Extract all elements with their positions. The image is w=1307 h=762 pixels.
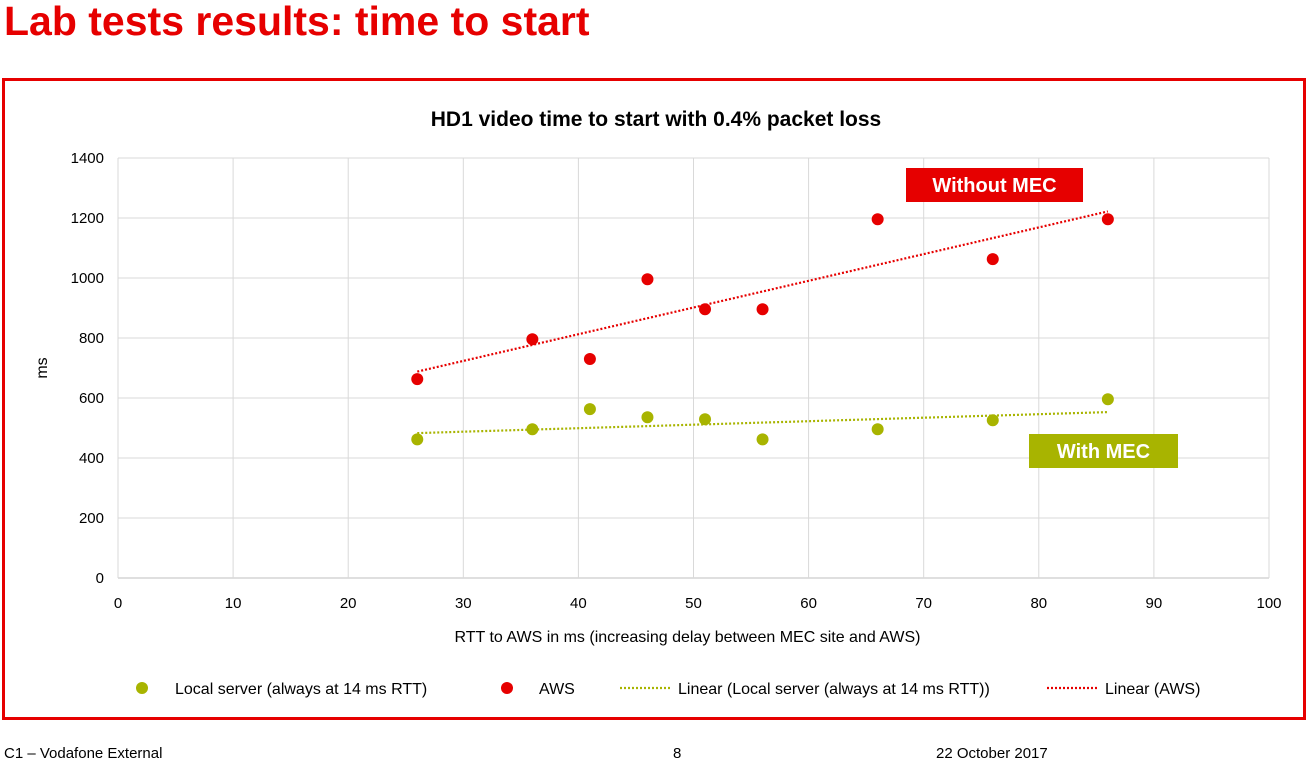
local-server-point <box>583 403 596 416</box>
local-server-point <box>411 433 424 446</box>
footer-page-number: 8 <box>673 745 682 762</box>
page-title: Lab tests results: time to start <box>4 0 590 44</box>
x-tick-label: 30 <box>455 595 472 612</box>
legend-aws-marker <box>501 682 513 694</box>
y-tick-label: 400 <box>79 450 104 467</box>
aws-point <box>526 333 539 346</box>
x-tick-label: 40 <box>570 595 587 612</box>
y-tick-label: 800 <box>79 330 104 347</box>
aws-point <box>641 273 654 286</box>
annotation-box-0 <box>906 168 1083 202</box>
y-tick-label: 200 <box>79 510 104 527</box>
data-points <box>411 213 1114 446</box>
annotation-label-1: With MEC <box>1057 441 1150 463</box>
legend-aws-label: AWS <box>539 681 575 698</box>
legend-local-trend-label: Linear (Local server (always at 14 ms RT… <box>678 681 990 698</box>
local-server-point <box>1101 393 1114 406</box>
trendline-1 <box>417 210 1109 373</box>
chart-frame: HD1 video time to start with 0.4% packet… <box>2 78 1306 720</box>
local-server-point <box>641 411 654 424</box>
trendline-0 <box>417 411 1108 435</box>
tick-labels: 0 200 400 600 800 1000 1200 1400 0 10 20 30 40 50 60 70… <box>71 150 1282 612</box>
grid <box>117 157 1270 579</box>
x-tick-label: 20 <box>340 595 357 612</box>
x-tick-label: 90 <box>1146 595 1163 612</box>
footer-classification: C1 – Vodafone External <box>4 745 163 762</box>
legend: Local server (always at 14 ms RTT) AWS Lin… <box>136 681 1200 698</box>
annotations: Without MEC With MEC <box>906 168 1178 468</box>
y-tick-label: 0 <box>96 570 104 587</box>
x-tick-label: 100 <box>1256 595 1281 612</box>
footer-date: 22 October 2017 <box>936 745 1048 762</box>
trendlines <box>417 210 1109 435</box>
aws-point <box>986 253 999 266</box>
x-tick-label: 70 <box>915 595 932 612</box>
y-axis-label: ms <box>34 357 51 378</box>
local-server-point <box>756 433 769 446</box>
x-tick-label: 50 <box>685 595 702 612</box>
aws-point <box>871 213 884 226</box>
aws-point <box>583 353 596 365</box>
local-server-point <box>699 413 712 426</box>
y-tick-label: 1000 <box>71 270 104 287</box>
x-tick-label: 80 <box>1030 595 1047 612</box>
y-tick-label: 1400 <box>71 150 104 167</box>
x-tick-label: 10 <box>225 595 242 612</box>
aws-point <box>411 373 424 386</box>
legend-local-label: Local server (always at 14 ms RTT) <box>175 681 427 698</box>
y-tick-label: 600 <box>79 390 104 407</box>
scatter-chart: HD1 video time to start with 0.4% packet… <box>34 108 1282 698</box>
x-tick-label: 0 <box>114 595 122 612</box>
aws-point <box>699 303 712 316</box>
aws-point <box>1101 213 1114 226</box>
legend-local-marker <box>136 682 148 694</box>
aws-point <box>756 303 769 316</box>
chart-title: HD1 video time to start with 0.4% packet… <box>431 108 881 131</box>
legend-aws-trend-label: Linear (AWS) <box>1105 681 1200 698</box>
annotation-box-1 <box>1029 434 1178 468</box>
annotation-label-0: Without MEC <box>932 175 1056 197</box>
local-server-point <box>871 423 884 436</box>
y-tick-label: 1200 <box>71 210 104 227</box>
local-server-point <box>986 414 999 427</box>
local-server-point <box>526 423 539 436</box>
x-axis-label: RTT to AWS in ms (increasing delay betwe… <box>455 629 921 646</box>
x-tick-label: 60 <box>800 595 817 612</box>
